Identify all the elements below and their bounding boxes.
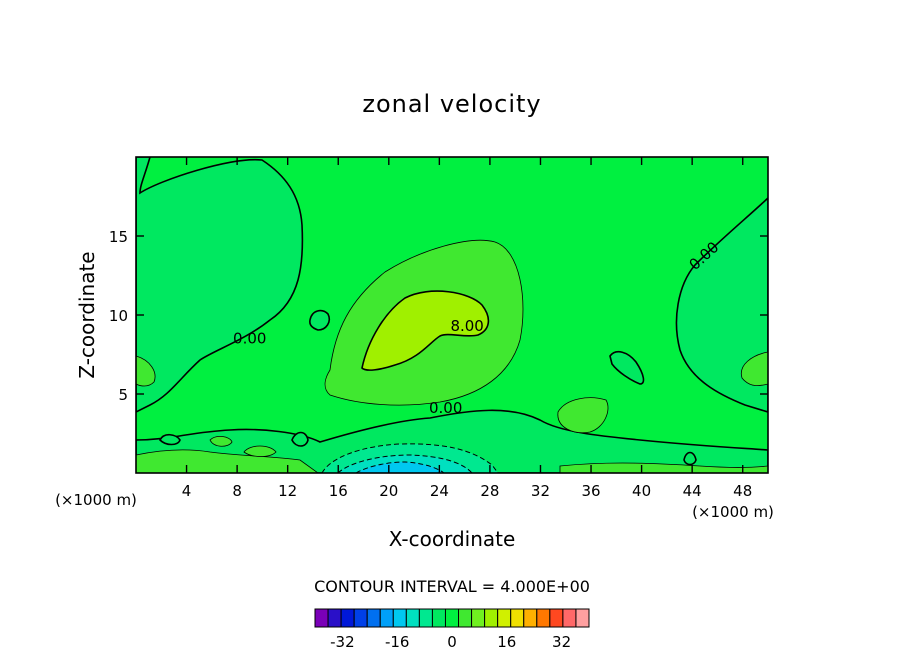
x-tick-label: 40 [632, 482, 651, 500]
x-tick-label: 28 [480, 482, 499, 500]
colorbar-swatch [353, 608, 368, 628]
colorbar-swatch [418, 608, 433, 628]
colorbar-swatch [536, 608, 551, 628]
x-tick-label: 24 [430, 482, 449, 500]
colorbar-tick-label: 16 [497, 633, 516, 651]
x-tick-label: 36 [581, 482, 600, 500]
contour-label: 8.00 [450, 317, 483, 335]
colorbar-swatch [575, 608, 590, 628]
small-closed-contour-a [309, 309, 331, 331]
x-unit-label-right: (×1000 m) [692, 503, 774, 521]
colorbar-swatch [458, 608, 473, 628]
x-tick-label: 16 [329, 482, 348, 500]
x-axis-label: X-coordinate [389, 527, 516, 551]
colorbar-swatch [562, 608, 577, 628]
right-positive-blob [557, 397, 609, 434]
contour-label: 0.00 [233, 329, 266, 347]
contour-interval-text: CONTOUR INTERVAL = 4.000E+00 [314, 577, 590, 596]
x-tick-label: 8 [232, 482, 242, 500]
colorbar-tick-label: 32 [552, 633, 571, 651]
small-closed-contour-f [683, 451, 697, 466]
x-tick-label: 20 [379, 482, 398, 500]
y-tick-label: 15 [109, 228, 128, 246]
right-edge-blob [740, 351, 768, 387]
colorbar-swatch [431, 608, 446, 628]
x-tick-label: 48 [733, 482, 752, 500]
colorbar-swatch [392, 608, 407, 628]
colorbar-swatch [549, 608, 564, 628]
small-closed-contour-g [243, 445, 277, 457]
colorbar-tick-label: 0 [447, 633, 457, 651]
colorbar-swatch [340, 608, 355, 628]
colorbar-swatch [444, 608, 460, 628]
left-edge-blob [136, 355, 156, 387]
negative-core-3 [355, 461, 445, 473]
inner-high-region [361, 290, 490, 371]
x-tick-label: 4 [182, 482, 192, 500]
left-column-low-region [136, 157, 304, 413]
right-column-low-region [675, 196, 768, 413]
colorbar-swatch [484, 608, 499, 628]
lower-low-band [136, 409, 768, 473]
colorbar-swatch [327, 608, 342, 628]
small-closed-contour-c [159, 433, 181, 446]
small-closed-contour-d [209, 436, 233, 447]
y-tick-label: 5 [118, 386, 128, 404]
chart-title: zonal velocity [362, 90, 541, 118]
colorbar-swatch [405, 608, 420, 628]
colorbar-tick-label: -16 [385, 633, 410, 651]
y-tick-label: 10 [109, 307, 128, 325]
x-axis-ticks: 4 8 12 16 20 24 28 32 36 40 44 48 [182, 157, 752, 500]
x-tick-label: 32 [531, 482, 550, 500]
y-axis-ticks: 5 10 15 [109, 228, 768, 404]
small-closed-contour-b [609, 350, 645, 385]
colorbar-tick-label: -32 [330, 633, 355, 651]
colorbar-swatch [523, 608, 538, 628]
small-closed-contour-e [291, 431, 309, 447]
x-tick-label: 44 [683, 482, 702, 500]
bottom-right-positive-strip [559, 462, 768, 473]
colorbar-swatch [471, 608, 486, 628]
colorbar-swatch [366, 608, 381, 628]
x-tick-label: 12 [278, 482, 297, 500]
plot-area: 0.008.000.000.00 [136, 157, 768, 473]
colorbar-swatch [510, 608, 525, 628]
colorbar [314, 608, 590, 628]
colorbar-swatch [379, 608, 394, 628]
contour-label: 0.00 [429, 399, 462, 417]
x-unit-label-left: (×1000 m) [55, 491, 137, 509]
y-axis-label: Z-coordinate [75, 251, 99, 378]
colorbar-labels: -32 -16 0 16 32 [330, 633, 571, 651]
bottom-positive-strip [136, 449, 319, 473]
colorbar-swatch [497, 608, 512, 628]
colorbar-swatch [314, 608, 329, 628]
